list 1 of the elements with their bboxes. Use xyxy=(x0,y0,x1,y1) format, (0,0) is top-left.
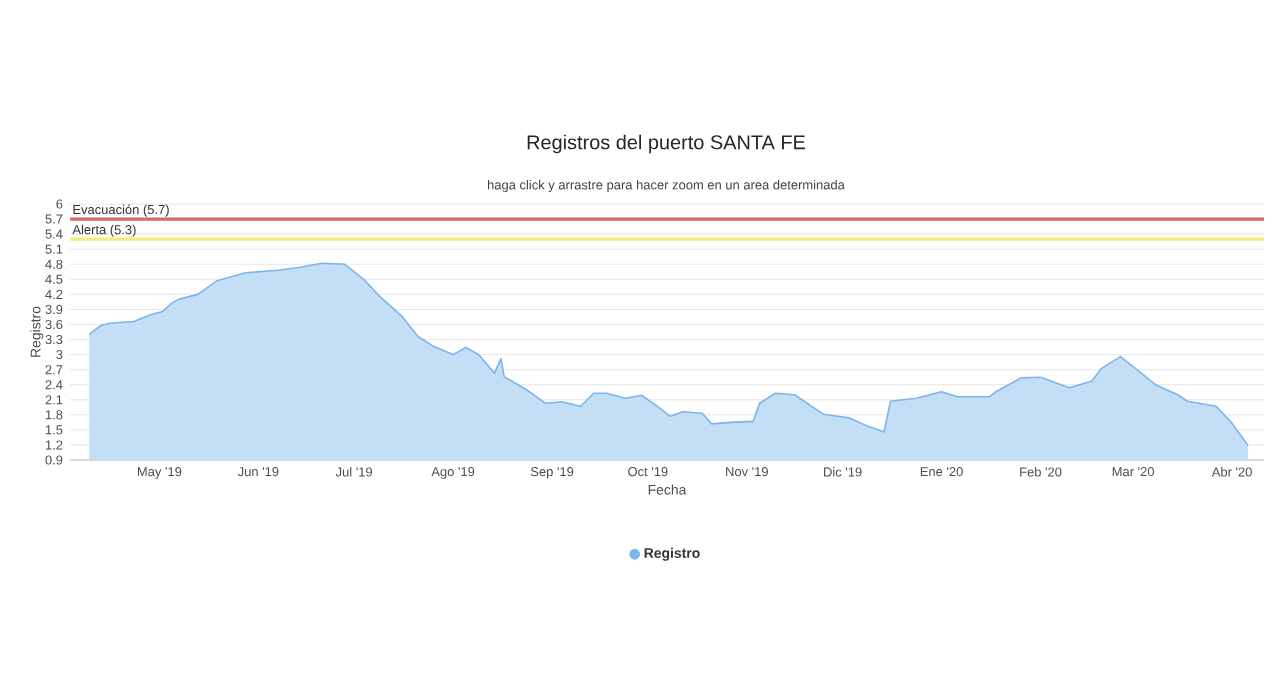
chart-title: Registros del puerto SANTA FE xyxy=(527,134,806,154)
